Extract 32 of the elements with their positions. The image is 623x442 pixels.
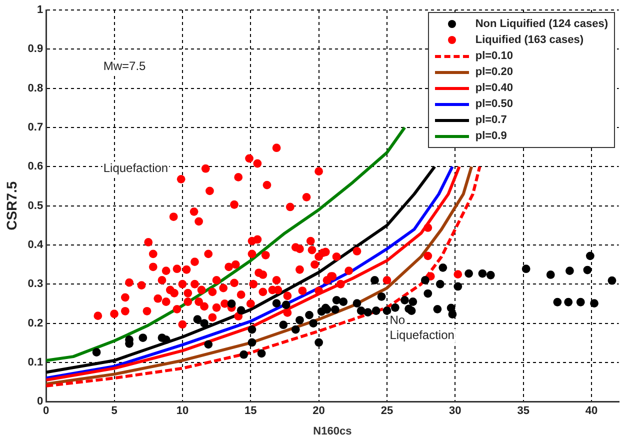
y-tick-label: 1 [36,4,44,16]
y-axis-title: CSR7.5 [3,181,20,230]
y-tick-label: 0.3 [28,278,44,290]
legend-label: pl=0.40 [475,82,513,94]
y-tick-label: 0 [36,396,44,408]
x-tick-label: 20 [312,405,325,418]
annotation: Mw=7.5 [103,59,146,74]
legend-label: pl=0.20 [475,66,513,78]
legend-label: pl=0.50 [475,98,513,110]
y-tick-label: 0.8 [28,82,44,94]
x-tick-label: 35 [517,405,530,418]
y-tick-label: 0.7 [28,122,44,134]
legend-label: pl=0.9 [475,130,507,142]
legend-label: pl=0.7 [475,114,507,126]
legend-label: pl=0.10 [475,50,513,62]
annotation: Liquefaction [103,160,168,175]
y-tick-label: 0.2 [28,317,44,330]
y-tick-label: 0.4 [28,238,44,251]
y-tick-label: 0.5 [28,200,44,212]
x-tick-label: 5 [111,405,118,418]
y-tick-label: 0.6 [28,160,44,173]
legend-label: Liquified (163 cases) [475,34,584,46]
x-tick-label: 10 [176,405,189,418]
y-tick-label: 0.1 [28,356,44,368]
x-tick-label: 15 [244,405,257,418]
x-tick-label: 30 [449,405,462,418]
x-axis-title: N160cs [313,425,352,438]
legend-label: Non Liquified (124 cases) [475,18,608,30]
x-tick-label: 25 [380,405,394,418]
x-tick-label: 40 [585,405,598,418]
annotation: No Liquefaction [390,313,454,342]
y-tick-label: 0.9 [28,43,44,56]
